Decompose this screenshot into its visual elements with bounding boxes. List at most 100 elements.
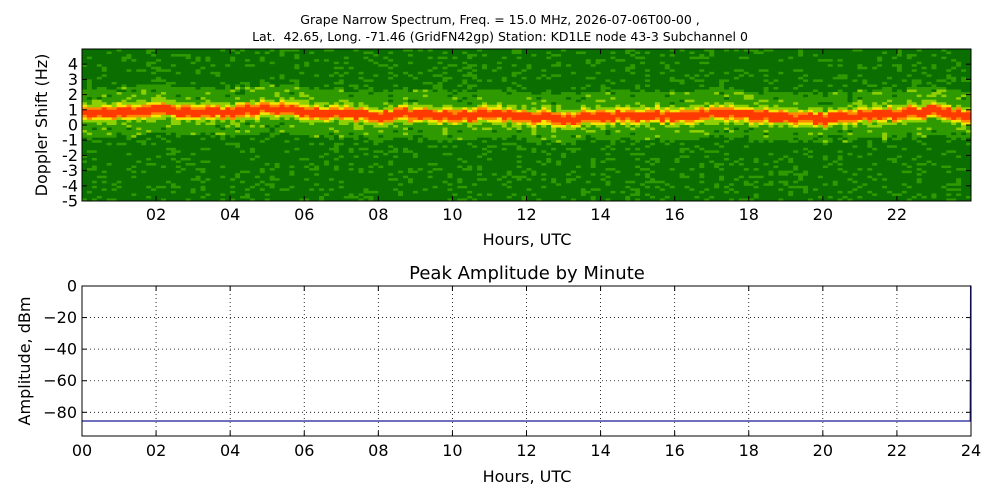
heatmap-cell <box>264 175 271 179</box>
heatmap-cell <box>373 109 379 113</box>
heatmap-cell <box>368 54 374 57</box>
heatmap-cell <box>210 127 216 131</box>
heatmap-cell <box>200 49 206 52</box>
heatmap-cell <box>101 150 108 154</box>
heatmap-cell <box>319 94 325 98</box>
heatmap-cell <box>185 185 192 189</box>
heatmap-cell <box>393 119 399 123</box>
heatmap-cell <box>486 76 493 80</box>
heatmap-cell <box>215 112 221 116</box>
heatmap-cell <box>195 173 201 177</box>
heatmap-cell <box>462 117 468 121</box>
heatmap-cell <box>284 69 290 73</box>
heatmap-cell <box>121 170 127 174</box>
heatmap-cell <box>121 127 127 131</box>
heatmap-cell <box>131 155 137 159</box>
heatmap-cell <box>279 195 285 199</box>
heatmap-cell <box>86 107 93 111</box>
heatmap-cell <box>101 51 108 55</box>
heatmap-cell <box>462 51 468 55</box>
heatmap-cell <box>319 74 325 78</box>
heatmap-cell <box>205 112 211 116</box>
heatmap-cell <box>185 51 192 55</box>
heatmap-cell <box>136 193 142 197</box>
heatmap-cell <box>136 122 142 126</box>
heatmap-cell <box>442 66 448 70</box>
heatmap-cell <box>289 107 295 111</box>
heatmap-cell <box>220 155 226 159</box>
heatmap-cell <box>279 61 285 65</box>
heatmap-cell <box>417 180 424 184</box>
heatmap-cell <box>437 132 443 136</box>
heatmap-cell <box>156 66 162 70</box>
heatmap-cell <box>86 135 93 139</box>
heatmap-cell <box>457 74 463 78</box>
heatmap-cell <box>393 178 399 182</box>
heatmap-cell <box>235 132 241 136</box>
heatmap-cell <box>432 102 438 106</box>
heatmap-cell <box>210 59 216 63</box>
heatmap-cell <box>373 137 379 141</box>
heatmap-cell <box>175 89 182 93</box>
heatmap-cell <box>363 119 369 123</box>
heatmap-cell <box>249 89 256 93</box>
heatmap-cell <box>299 142 305 146</box>
heatmap-cell <box>195 125 201 128</box>
heatmap-cell <box>442 87 448 90</box>
heatmap-cell <box>304 168 310 171</box>
heatmap-cell <box>472 135 478 139</box>
heatmap-cell <box>477 99 483 103</box>
heatmap-cell <box>452 71 458 75</box>
heatmap-cell <box>393 160 399 164</box>
heatmap-cell <box>205 117 211 121</box>
heatmap-cell <box>299 190 305 194</box>
heatmap-cell <box>472 137 478 141</box>
heatmap-cell <box>141 157 147 161</box>
heatmap-cell <box>314 160 320 164</box>
heatmap-cell <box>249 122 256 126</box>
heatmap-cell <box>254 193 261 197</box>
heatmap-cell <box>170 125 177 128</box>
heatmap-cell <box>200 178 206 182</box>
heatmap-cell <box>343 107 350 111</box>
heatmap-cell <box>269 104 276 108</box>
heatmap-cell <box>388 165 394 169</box>
heatmap-cell <box>101 147 108 151</box>
heatmap-cell <box>170 198 177 202</box>
heatmap-cell <box>259 173 266 177</box>
heatmap-cell <box>338 195 345 199</box>
heatmap-cell <box>343 89 350 93</box>
heatmap-cell <box>482 195 488 199</box>
heatmap-cell <box>82 125 88 128</box>
heatmap-cell <box>486 59 493 63</box>
heatmap-cell <box>348 188 355 192</box>
heatmap-cell <box>304 79 310 83</box>
heatmap-cell <box>254 56 261 60</box>
heatmap-cell <box>457 165 463 169</box>
heatmap-cell <box>432 175 438 179</box>
heatmap-cell <box>289 71 295 75</box>
heatmap-cell <box>358 66 364 70</box>
heatmap-cell <box>274 168 280 171</box>
heatmap-cell <box>309 150 315 154</box>
heatmap-cell <box>289 69 295 73</box>
heatmap-cell <box>452 132 458 136</box>
heatmap-cell <box>472 51 478 55</box>
heatmap-cell <box>304 97 310 101</box>
heatmap-cell <box>304 109 310 113</box>
heatmap-cell <box>353 183 359 187</box>
heatmap-cell <box>486 49 493 52</box>
heatmap-cell <box>309 107 315 111</box>
heatmap-cell <box>412 185 419 189</box>
heatmap-cell <box>328 99 335 103</box>
heatmap-cell <box>91 66 98 70</box>
heatmap-cell <box>86 87 93 90</box>
heatmap-cell <box>442 74 448 78</box>
heatmap-cell <box>432 137 438 141</box>
heatmap-cell <box>86 84 93 88</box>
heatmap-cell <box>412 99 419 103</box>
heatmap-cell <box>175 127 182 131</box>
heatmap-cell <box>383 49 389 52</box>
heatmap-cell <box>472 127 478 131</box>
heatmap-cell <box>338 117 345 121</box>
